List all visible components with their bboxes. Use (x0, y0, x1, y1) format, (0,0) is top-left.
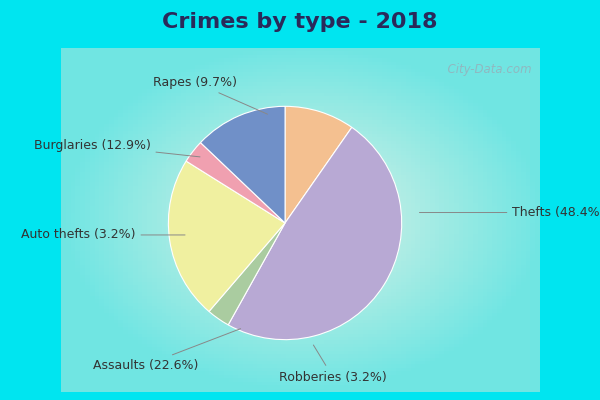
Wedge shape (200, 106, 285, 223)
Text: Rapes (9.7%): Rapes (9.7%) (153, 76, 268, 114)
Text: Assaults (22.6%): Assaults (22.6%) (93, 329, 241, 372)
Text: Thefts (48.4%): Thefts (48.4%) (419, 206, 600, 219)
Text: City-Data.com: City-Data.com (440, 63, 532, 76)
Text: Burglaries (12.9%): Burglaries (12.9%) (34, 139, 200, 157)
Wedge shape (285, 106, 352, 223)
Wedge shape (186, 142, 285, 223)
Wedge shape (228, 127, 402, 340)
Wedge shape (169, 161, 285, 312)
Text: Auto thefts (3.2%): Auto thefts (3.2%) (21, 228, 185, 242)
Text: Crimes by type - 2018: Crimes by type - 2018 (162, 12, 438, 32)
Text: Robberies (3.2%): Robberies (3.2%) (279, 345, 387, 384)
Wedge shape (209, 223, 285, 325)
